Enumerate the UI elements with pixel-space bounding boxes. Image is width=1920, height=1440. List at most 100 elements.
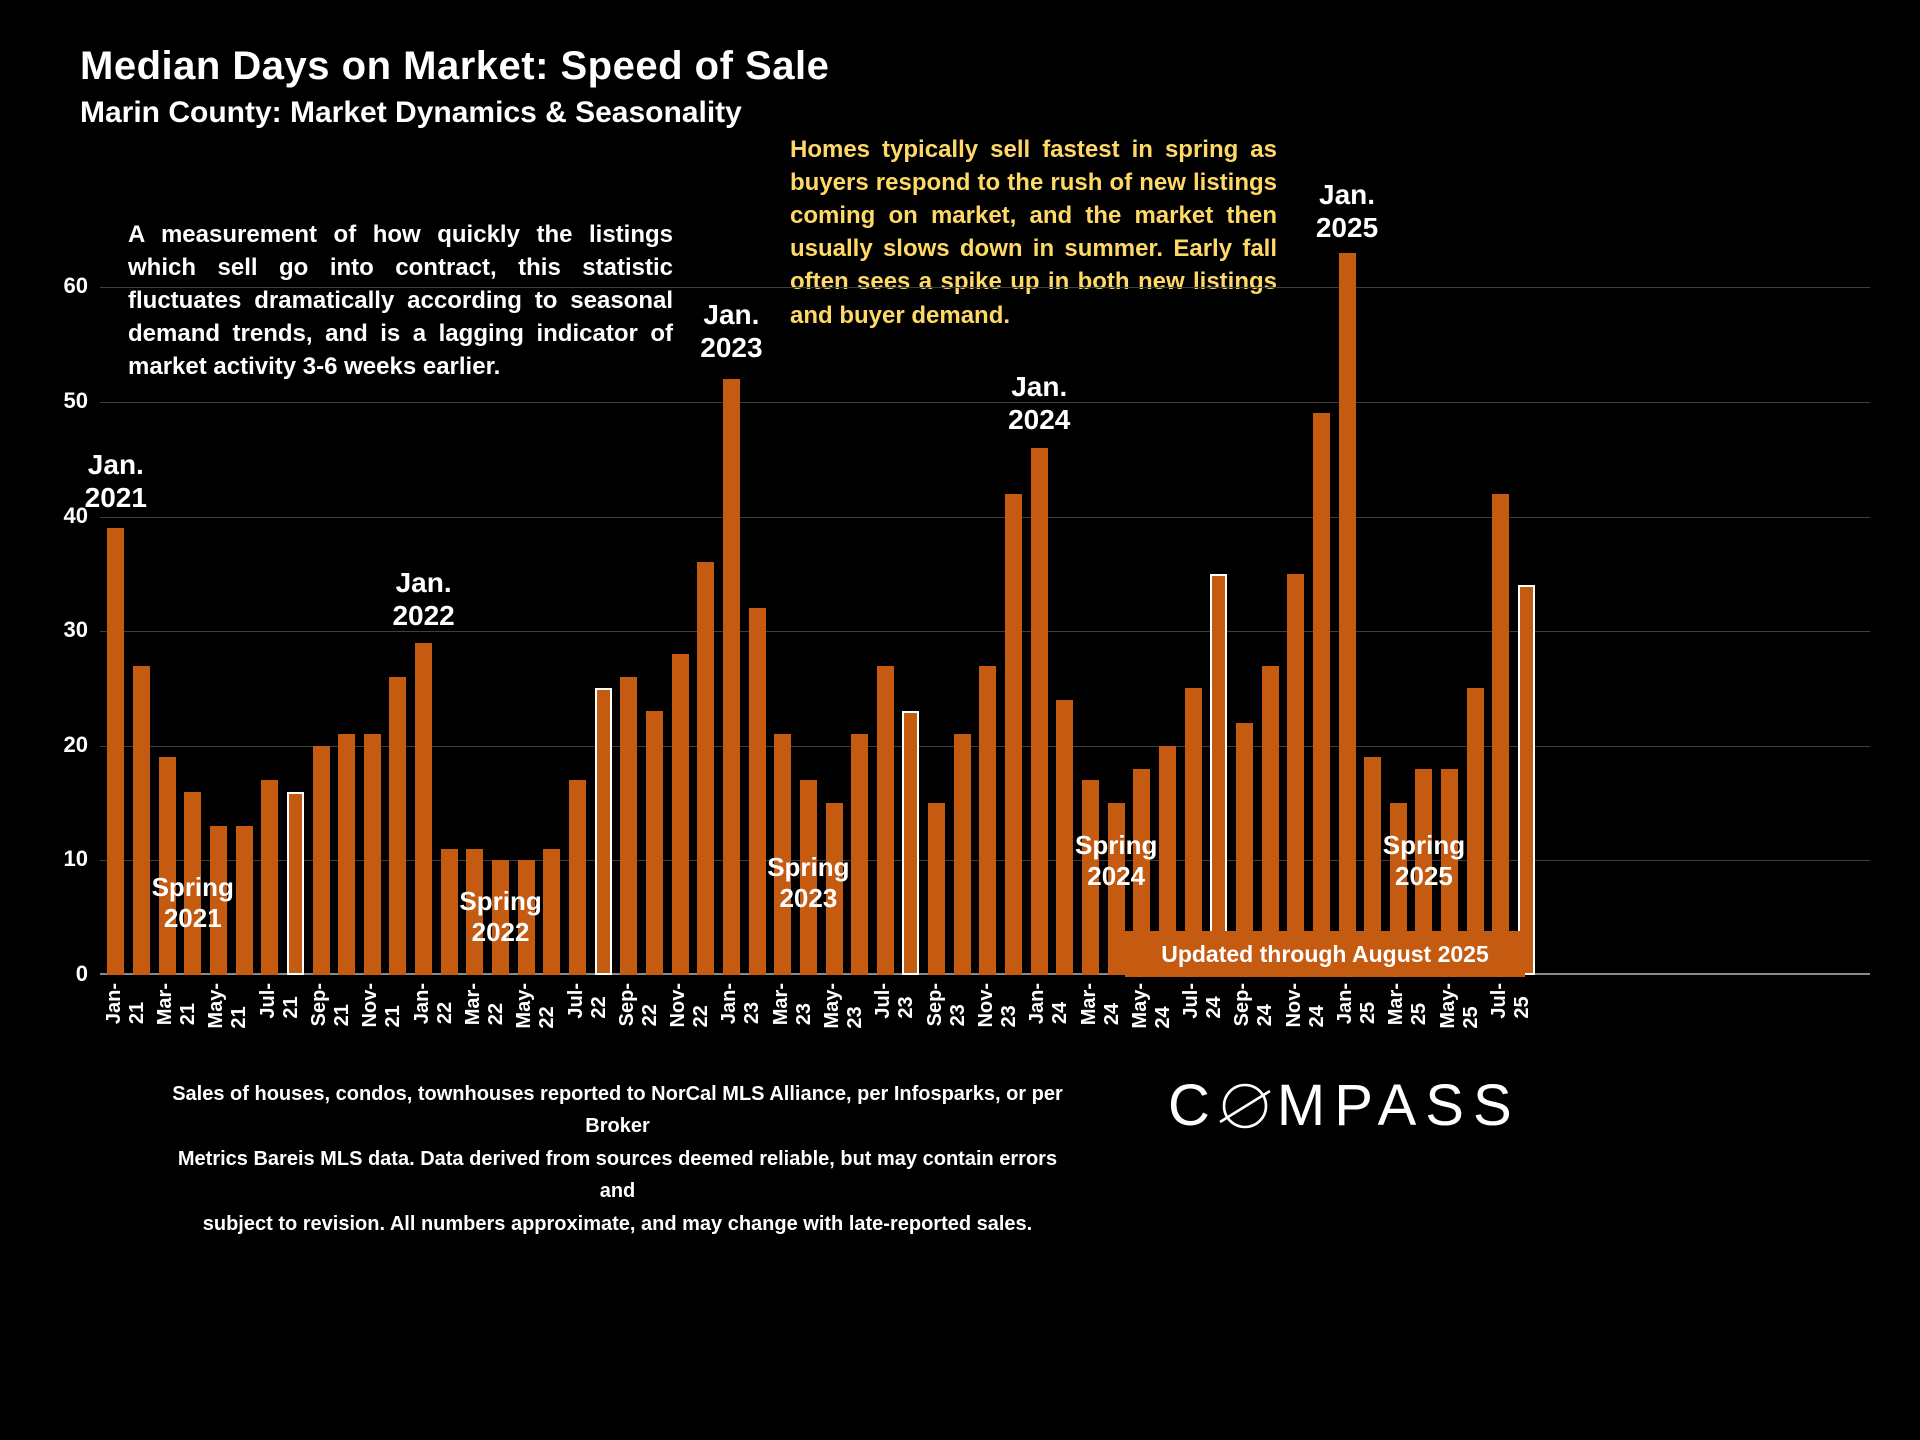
- x-tick-label: Mar-22: [461, 983, 507, 1026]
- x-tick-label: May-25: [1436, 983, 1482, 1029]
- x-tick-label: Jul-22: [564, 983, 610, 1019]
- updated-banner: Updated through August 2025: [1125, 931, 1525, 977]
- x-tick-label: Mar-21: [154, 983, 200, 1026]
- x-tick-label: Sep-21: [308, 983, 354, 1027]
- y-tick-label: 50: [63, 387, 88, 413]
- x-tick-label: Jan-25: [1334, 983, 1380, 1025]
- x-tick-label: Jan-22: [410, 983, 456, 1025]
- disclaimer-line2: Metrics Bareis MLS data. Data derived fr…: [177, 1147, 1058, 1203]
- bar-may-23: [825, 803, 843, 975]
- x-tick-label: Mar-25: [1385, 983, 1431, 1026]
- x-tick-label: Nov-22: [667, 983, 713, 1028]
- bar-may-22: [517, 860, 535, 975]
- y-tick-label: 60: [63, 273, 88, 299]
- bar-may-21: [209, 826, 227, 975]
- bar-aug-21: [286, 791, 304, 975]
- x-tick-label: May-21: [205, 983, 251, 1029]
- y-tick-label: 10: [63, 846, 88, 872]
- y-tick-label: 30: [63, 617, 88, 643]
- bar-jul-25: [1492, 493, 1510, 975]
- x-tick-label: Sep-23: [923, 983, 969, 1027]
- jan-peak-label: Jan. 2024: [1008, 371, 1071, 436]
- x-tick-label: Jul-25: [1487, 983, 1533, 1019]
- bar-jan-25: [1338, 252, 1356, 975]
- bar-oct-22: [645, 711, 663, 975]
- x-tick-label: Nov-23: [974, 983, 1020, 1028]
- disclaimer-line3: subject to revision. All numbers approxi…: [202, 1212, 1033, 1235]
- bar-aug-25: [1518, 585, 1536, 975]
- bar-jun-22: [543, 848, 561, 975]
- x-tick-label: Jul-23: [872, 983, 918, 1019]
- bar-nov-21: [363, 734, 381, 975]
- updated-banner-label: Updated through August 2025: [1161, 940, 1489, 967]
- compass-o-icon: [1219, 1083, 1271, 1128]
- x-tick-label: Jul-24: [1180, 983, 1226, 1019]
- bar-dec-23: [1005, 493, 1023, 975]
- bar-mar-24: [1082, 780, 1100, 975]
- disclaimer-text: Sales of houses, condos, townhouses repo…: [160, 1078, 1075, 1240]
- logo-letter-c: C: [1168, 1073, 1219, 1138]
- spring-low-label: Spring 2024: [1075, 830, 1158, 891]
- bar-jul-23: [876, 665, 894, 975]
- x-tick-label: Jan-23: [718, 983, 764, 1025]
- jan-peak-label: Jan. 2025: [1315, 179, 1379, 244]
- plot-area: 0 10 20 30 40 50 60 Jan-21 Mar-21 May-21 Jul-21 Sep…: [64, 230, 1870, 1029]
- x-tick-label: Jan-21: [102, 983, 148, 1025]
- gridline-60: [100, 287, 1870, 289]
- spring-low-label: Spring 2021: [151, 872, 234, 933]
- x-tick-label: Nov-21: [359, 983, 405, 1028]
- bar-sep-22: [620, 677, 638, 975]
- bar-jun-25: [1466, 688, 1484, 975]
- bar-dec-22: [697, 562, 715, 975]
- jan-peak-label: Jan. 2022: [392, 567, 455, 632]
- bar-jul-21: [261, 780, 279, 975]
- page-subtitle: Marin County: Market Dynamics & Seasonal…: [80, 96, 742, 129]
- bar-jan-21: [107, 528, 125, 975]
- bar-jun-23: [851, 734, 869, 975]
- x-tick-label: May-22: [513, 983, 559, 1029]
- bar-apr-24: [1107, 803, 1125, 975]
- bar-apr-25: [1415, 768, 1433, 975]
- gridline-40: [100, 516, 1870, 518]
- bar-may-25: [1441, 768, 1459, 975]
- y-tick-label: 0: [75, 961, 88, 986]
- bar-feb-23: [748, 608, 766, 975]
- bar-apr-21: [184, 791, 202, 975]
- bar-jun-21: [235, 826, 253, 975]
- bar-nov-22: [671, 654, 689, 975]
- bar-oct-21: [338, 734, 356, 975]
- x-tick-label: Sep-22: [615, 983, 661, 1027]
- bar-sep-21: [312, 745, 330, 975]
- compass-logo: C MPASS: [1168, 1072, 1521, 1139]
- bar-oct-24: [1261, 665, 1279, 975]
- bar-mar-23: [774, 734, 792, 975]
- bar-feb-21: [132, 665, 150, 975]
- bar-feb-24: [1056, 699, 1074, 975]
- bar-aug-22: [594, 688, 612, 975]
- x-tick-label: Mar-24: [1077, 983, 1123, 1026]
- bar-feb-22: [440, 848, 458, 975]
- spring-low-label: Spring 2025: [1382, 830, 1466, 891]
- bar-jan-23: [722, 379, 740, 975]
- bar-mar-21: [158, 757, 176, 975]
- bar-jun-24: [1158, 745, 1176, 975]
- bar-nov-24: [1287, 573, 1305, 975]
- bar-aug-24: [1210, 573, 1228, 975]
- bar-apr-22: [492, 860, 510, 975]
- bar-jan-24: [1030, 447, 1048, 975]
- bar-dec-24: [1312, 413, 1330, 975]
- x-tick-label: May-24: [1128, 983, 1174, 1029]
- bar-mar-22: [466, 848, 484, 975]
- x-tick-label: May-23: [821, 983, 867, 1029]
- gridline-50: [100, 401, 1870, 403]
- disclaimer-line1: Sales of houses, condos, townhouses repo…: [172, 1083, 1063, 1138]
- bar-aug-23: [902, 711, 920, 975]
- x-tick-label: Sep-24: [1231, 983, 1277, 1027]
- page-title: Median Days on Market: Speed of Sale: [80, 44, 830, 88]
- spring-low-label: Spring 2022: [459, 886, 542, 947]
- seasonality-note: Homes typically sell fastest in spring a…: [790, 136, 1277, 329]
- x-tick-label: Nov-24: [1282, 983, 1328, 1028]
- definition-note: A measurement of how quickly the listing…: [128, 221, 673, 381]
- bar-oct-23: [953, 734, 971, 975]
